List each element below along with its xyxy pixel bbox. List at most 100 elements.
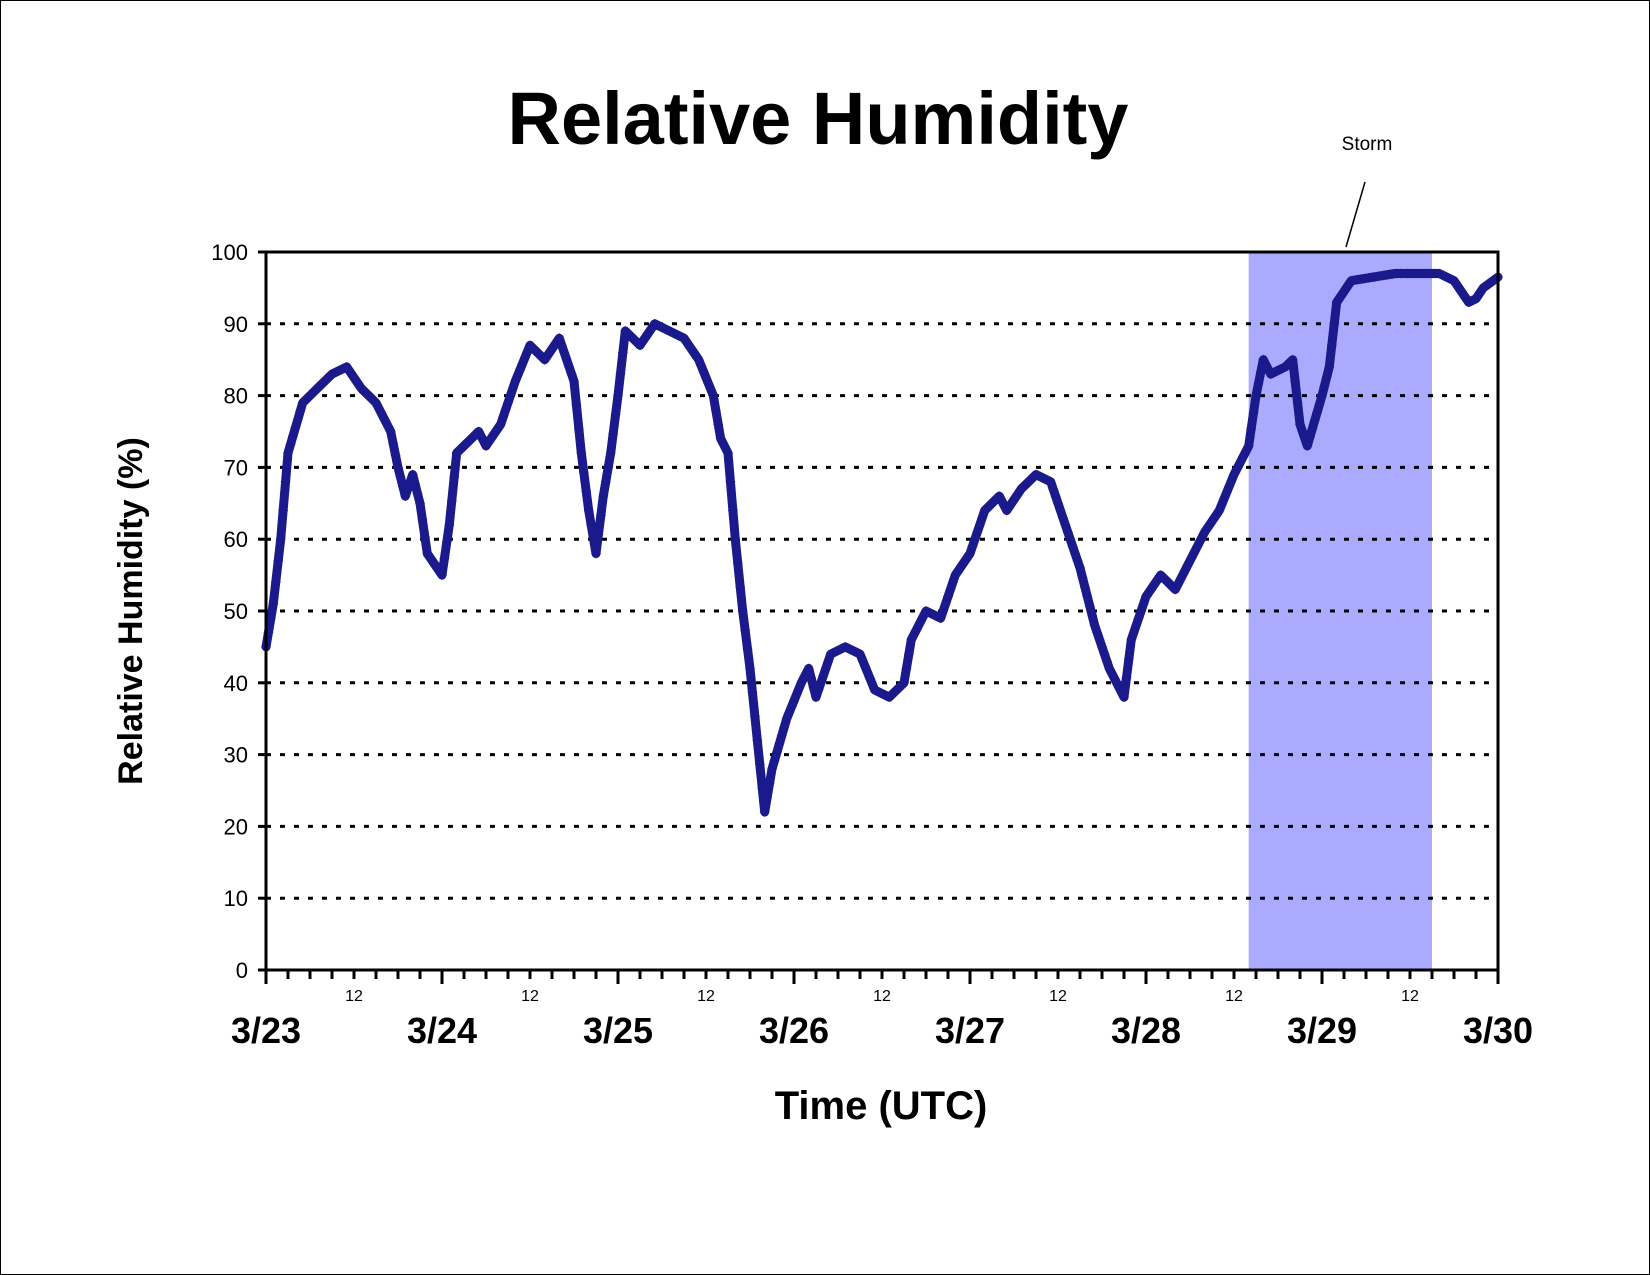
labels-layer: Relative Humidity Time (UTC) Relative Hu… [112, 77, 1533, 1128]
data-point [1123, 653, 1134, 664]
data-point [1304, 432, 1315, 443]
data-point [740, 625, 751, 636]
x-day-tick-label: 3/23 [231, 1010, 301, 1051]
data-point [730, 534, 741, 545]
data-point [759, 807, 770, 818]
data-point [1082, 591, 1093, 602]
y-tick-label: 90 [224, 312, 248, 337]
data-point [806, 673, 817, 684]
data-point [290, 422, 301, 433]
x-axis-label: Time (UTC) [775, 1084, 988, 1128]
data-point [285, 439, 296, 450]
data-point [441, 536, 452, 547]
data-point [395, 471, 406, 482]
data-point [747, 687, 758, 698]
data-point [1321, 371, 1332, 382]
data-point [613, 390, 623, 401]
data-point [593, 529, 604, 540]
data-point [270, 577, 281, 588]
data-point [292, 414, 303, 425]
data-point [287, 431, 298, 442]
y-tick-label: 30 [224, 743, 248, 768]
data-point [600, 476, 611, 487]
data-point [591, 548, 601, 559]
data-point [1307, 424, 1318, 435]
data-point [569, 376, 579, 387]
data-point [1287, 354, 1298, 365]
data-point [762, 792, 773, 803]
y-tick-label: 50 [224, 599, 248, 624]
data-point [1087, 610, 1098, 621]
y-tick-label: 80 [224, 384, 248, 409]
x-midday-tick-label: 12 [1225, 988, 1243, 1005]
data-point [1290, 376, 1301, 387]
data-point [507, 383, 518, 394]
data-point [268, 598, 279, 609]
x-day-tick-label: 3/25 [583, 1010, 653, 1051]
x-day-tick-label: 3/29 [1287, 1010, 1357, 1051]
x-midday-tick-label: 12 [1401, 988, 1419, 1005]
data-point [774, 738, 785, 749]
x-midday-tick-label: 12 [345, 988, 363, 1005]
y-tick-label: 60 [224, 527, 248, 552]
data-point [1253, 378, 1264, 389]
data-point [737, 606, 748, 616]
data-point [776, 730, 787, 741]
data-point [735, 582, 746, 593]
data-point [610, 409, 621, 420]
data-point [1302, 440, 1313, 451]
data-point [576, 448, 587, 459]
x-midday-tick-label: 12 [521, 988, 539, 1005]
y-tick-label: 70 [224, 455, 248, 480]
data-point [449, 471, 460, 482]
data-point [295, 406, 306, 417]
x-day-tick-label: 3/30 [1463, 1010, 1533, 1051]
data-point [444, 519, 455, 530]
data-point [754, 759, 765, 770]
data-point [617, 347, 628, 358]
data-point [1121, 673, 1132, 684]
x-day-tick-label: 3/27 [935, 1010, 1005, 1051]
data-point [275, 534, 286, 545]
data-point [388, 438, 399, 449]
data-point [767, 763, 777, 774]
storm-annotation-label: Storm [1342, 134, 1393, 155]
data-point [903, 649, 914, 660]
x-day-tick-label: 3/26 [759, 1010, 829, 1051]
data-point [1312, 407, 1323, 418]
data-point [417, 515, 428, 526]
data-point [708, 390, 719, 401]
data-point [764, 778, 775, 789]
data-point [769, 755, 780, 766]
chart-title: Relative Humidity [508, 77, 1129, 160]
data-point [1119, 692, 1129, 703]
data-point [581, 486, 592, 497]
data-point [1248, 407, 1259, 418]
data-point [1243, 440, 1254, 451]
data-point [725, 476, 736, 487]
data-point [1326, 340, 1337, 351]
axes-layer [258, 250, 1500, 984]
data-point [710, 404, 721, 415]
y-axis-label: Relative Humidity (%) [112, 437, 150, 785]
data-point [603, 462, 614, 473]
y-tick-label: 20 [224, 814, 248, 839]
y-tick-label: 40 [224, 671, 248, 696]
data-point [437, 570, 447, 581]
data-point [1075, 562, 1085, 573]
data-point [390, 450, 401, 461]
data-point [283, 448, 293, 459]
x-midday-tick-label: 12 [873, 988, 891, 1005]
data-point [1079, 582, 1090, 593]
x-day-tick-label: 3/24 [407, 1010, 477, 1051]
data-point [615, 369, 626, 380]
data-point [749, 711, 760, 722]
data-point [899, 677, 909, 688]
x-midday-tick-label: 12 [1049, 988, 1067, 1005]
data-point [757, 783, 768, 794]
data-point [803, 663, 814, 674]
data-point [578, 467, 589, 478]
data-point [1329, 318, 1340, 329]
